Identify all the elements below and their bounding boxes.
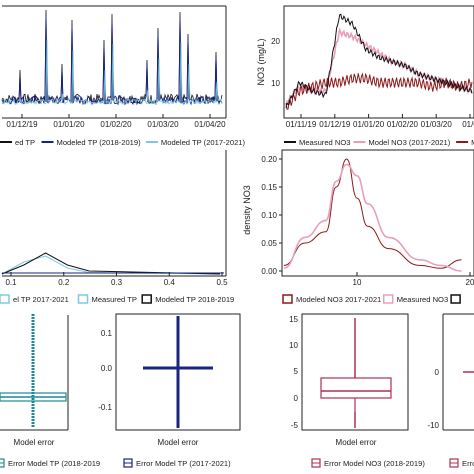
bottom-legend-label: Error Model NO3 (2017-2021 — [462, 459, 474, 468]
tp-ts-xticks: 01/12/19 01/01/20 01/02/20 01/03/20 01/04/20 — [6, 114, 226, 129]
boxplot-tp-2018: Model error — [0, 314, 69, 447]
no3-ts-legend-label: M — [471, 138, 474, 147]
no3-ts-x-tick-label: 01/12/19 — [319, 120, 351, 129]
no3-ts-measured-line — [285, 13, 473, 108]
no3-ts-ytick-20: 20 — [271, 37, 280, 46]
box4-ytick-minus10: -10 — [427, 421, 439, 430]
tp-density-series — [1, 252, 224, 275]
tp-ts-x-tick-label: 01/12/19 — [6, 120, 38, 129]
tp-density-legend-key — [0, 294, 10, 304]
tp-density-legend-label: Measured TP — [92, 295, 137, 304]
box2-frame — [115, 313, 241, 431]
tp-density-legend-label: el TP 2017-2021 — [13, 295, 69, 304]
box4-ytick-0: 0 — [435, 368, 440, 377]
tp-density-x-tick-label: 0.3 — [111, 278, 123, 287]
tp-ts-x-tick-label: 01/04/20 — [194, 120, 226, 129]
no3-ts-legend-label: Model NO3 (2017-2021) — [368, 138, 450, 147]
bottom-legend-label: Error Model TP (2018-2019 — [8, 459, 100, 468]
box2-ytick-0.1: 0.1 — [101, 329, 113, 338]
no3-density-x-tick-label: 20 — [466, 278, 474, 287]
no3-ts-model-2018-line — [285, 72, 473, 110]
no3-ts-series — [285, 13, 473, 110]
tp-ts-legend: ed TP Modeled TP (2018-2019) Modeled TP (2… — [0, 138, 246, 147]
tp-ts-x-tick-label: 01/03/20 — [147, 120, 179, 129]
no3-ts-legend-label: Measured NO3 — [299, 138, 351, 147]
tp-ts-x-tick-label: 01/02/20 — [100, 120, 132, 129]
no3-density-legend-key — [282, 294, 293, 304]
tp-density-x-tick-label: 0.1 — [5, 278, 17, 287]
box3-xlabel: Model error — [336, 438, 377, 447]
tp-density-legend-label: Modeled TP 2018-2019 — [155, 295, 234, 304]
no3-ts-frame — [283, 5, 474, 119]
no3-density-measured-line — [283, 163, 462, 272]
boxplot-no3-2018: 15 10 5 0 -5 Model error — [289, 313, 409, 447]
no3-ts-x-tick-label: 01/11/19 — [286, 120, 317, 129]
bottom-legend-label: Error Model NO3 (2018-2019) — [324, 459, 425, 468]
no3-density-x-tick-label: 10 — [353, 278, 362, 287]
tp-density-legend-key — [77, 294, 89, 304]
tp-ts-model-2018-line — [1, 15, 223, 106]
box2-ytick-0.0: 0.0 — [101, 364, 113, 373]
box3-ytick-minus5: -5 — [291, 421, 299, 430]
no3-density-xticks: 10 20 — [353, 272, 474, 287]
no3-density-ytick-label: 0.00 — [261, 267, 277, 276]
no3-density-yticks: 0.00 0.05 0.10 0.15 0.20 — [261, 155, 282, 276]
box3-frame — [301, 313, 409, 431]
tp-ts-series — [1, 9, 223, 106]
no3-density-series — [283, 158, 462, 272]
tp-density-legend: el TP 2017-2021 Measured TP Modeled TP 201… — [0, 294, 234, 304]
no3-density-ytick-label: 0.10 — [261, 211, 277, 220]
tp-ts-x-tick-label: 01/01/20 — [53, 120, 85, 129]
box3-box — [320, 377, 392, 399]
tp-density-model-2018-line — [1, 252, 221, 275]
no3-ts-ylabel: NO3 (mg/L) — [256, 38, 266, 85]
tp-ts-legend-label: Modeled TP (2017-2021) — [161, 138, 246, 147]
tp-density-panel: 0.1 0.2 0.3 0.4 0.5 el TP 2017-2021 Measured … — [0, 150, 234, 304]
box2-ytick-minus0.1: -0.1 — [98, 403, 112, 412]
tp-density-legend-key — [141, 294, 152, 304]
tp-density-x-tick-label: 0.2 — [58, 278, 70, 287]
tp-density-x-tick-label: 0.5 — [216, 278, 228, 287]
no3-density-model-2017-line — [283, 158, 462, 269]
no3-ts-ytick-10: 10 — [271, 79, 280, 88]
no3-density-ytick-label: 0.20 — [261, 155, 277, 164]
no3-ts-x-tick-label: 01/0 — [462, 120, 474, 129]
no3-density-legend-label: Modeled NO3 2017-2021 — [296, 295, 381, 304]
tp-ts-measured-line — [1, 9, 223, 106]
no3-density-frame — [281, 149, 474, 277]
no3-density-ytick-label: 0.05 — [261, 239, 277, 248]
box1-xlabel: Model error — [14, 438, 55, 447]
box3-ytick-15: 15 — [289, 315, 298, 324]
no3-ts-legend: Measured NO3 Model NO3 (2017-2021) M — [284, 138, 474, 147]
no3-density-legend-label: Measured NO3 — [397, 295, 449, 304]
no3-ts-x-tick-label: 01/02/20 — [387, 120, 419, 129]
tp-density-xticks: 0.1 0.2 0.3 0.4 0.5 — [5, 272, 228, 287]
no3-timeseries-panel: NO3 (mg/L) 20 10 01/11/19 01/12/19 01/01/2… — [256, 5, 474, 147]
tp-density-x-tick-label: 0.4 — [164, 278, 176, 287]
bottom-legend: Error Model TP (2018-2019 Error Model TP … — [0, 458, 474, 468]
box3-ytick-10: 10 — [289, 341, 298, 350]
no3-ts-model-2017-line — [285, 27, 473, 106]
no3-ts-x-tick-label: 01/03/20 — [421, 120, 453, 129]
no3-density-ylabel: density NO3 — [242, 185, 252, 235]
tp-timeseries-panel: 01/12/19 01/01/20 01/02/20 01/03/20 01/04/20… — [0, 5, 246, 147]
bottom-legend-label: Error Model TP (2017-2021) — [136, 459, 231, 468]
tp-ts-legend-label: ed TP — [15, 138, 35, 147]
no3-density-legend-key — [382, 294, 394, 304]
no3-ts-xticks: 01/11/19 01/12/19 01/01/20 01/02/20 01/03/20… — [286, 114, 474, 129]
tp-ts-model-2017-line — [1, 39, 223, 106]
no3-ts-x-tick-label: 01/01/20 — [353, 120, 385, 129]
no3-density-legend-key — [450, 294, 461, 304]
box3-ytick-5: 5 — [294, 367, 299, 376]
no3-density-legend: Modeled NO3 2017-2021 Measured NO3 — [282, 294, 461, 304]
box3-ytick-0: 0 — [294, 394, 299, 403]
boxplot-tp-2017: 0.1 0.0 -0.1 Model error — [98, 313, 241, 447]
box2-xlabel: Model error — [158, 438, 199, 447]
boxplot-no3-2017: 0 -10 — [427, 313, 474, 431]
no3-density-ytick-label: 0.15 — [261, 183, 277, 192]
tp-ts-legend-label: Modeled TP (2018-2019) — [57, 138, 142, 147]
no3-density-panel: density NO3 0.00 0.05 0.10 0.15 0.20 10 20 Mo… — [242, 149, 474, 304]
